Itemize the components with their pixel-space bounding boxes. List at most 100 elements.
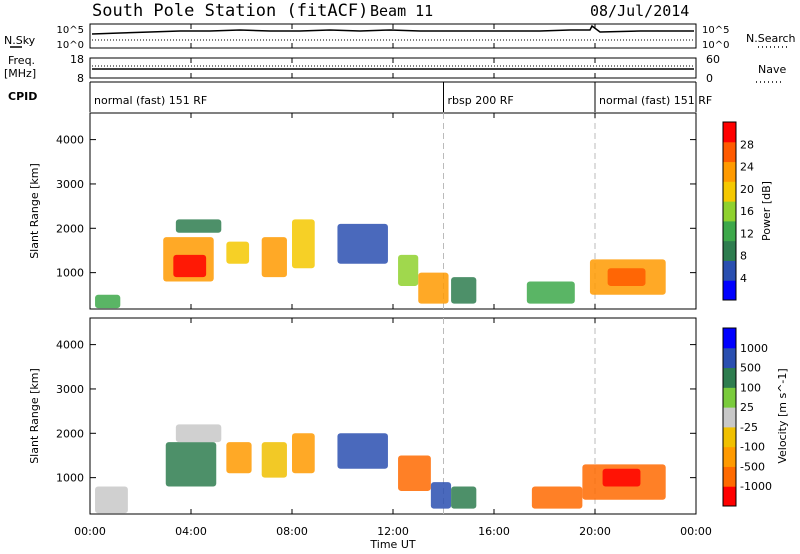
colorbar-swatch [723,426,736,448]
nave-tick-bottom: 0 [706,72,713,85]
sky-tick-bottom-right: 10^0 [702,40,729,51]
cpid-segment-label: normal (fast) 151 RF [599,94,712,107]
power-echo-patch [526,281,575,304]
colorbar-swatch [723,328,736,349]
colorbar-swatch [723,260,736,281]
time-tick-label: 12:00 [377,525,409,538]
range-tick-label: 4000 [56,134,84,147]
colorbar-swatch [723,240,736,261]
colorbar-frame [722,327,737,507]
colorbar-swatch [723,201,736,222]
time-tick-label: 00:00 [680,525,712,538]
colorbar-tick-label: -100 [740,441,765,454]
power-panel: 1000 2000 3000 4000 Slant Range [km] [28,112,697,310]
power-colorbar: 4 8 12 16 20 24 28 [722,121,754,301]
velocity-echo-patch [531,486,583,509]
nsearch-label: N.Search [746,32,796,45]
power-echo-patch [95,294,121,309]
freq-label: Freq. [8,54,35,67]
colorbar-tick-label: -1000 [740,480,772,493]
power-echo-patch [418,272,449,304]
time-tick-label: 16:00 [478,525,510,538]
velocity-echo-patch [430,482,452,509]
time-axis-label: Time UT [369,538,415,551]
cpid-segment-label: normal (fast) 151 RF [94,94,207,107]
power-echo-patch [292,219,315,269]
time-tick-label: 04:00 [175,525,207,538]
velocity-echo-patch [175,424,222,443]
freq-nave-panel: Freq. [MHz] 18 8 60 0 Nave [4,53,786,85]
colorbar-swatch [723,181,736,202]
range-tick-label: 3000 [56,178,84,191]
nave-label: Nave [758,63,786,76]
velocity-echo-patch [261,442,287,478]
colorbar-frame [722,121,737,301]
power-echo-patch [337,223,388,264]
time-tick-label: 20:00 [579,525,611,538]
colorbar-swatch [723,466,736,487]
colorbar-tick-label: 4 [740,272,747,285]
colorbar-swatch [723,387,736,408]
colorbar-tick-label: -500 [740,460,765,473]
velocity-echo-patch [398,455,431,491]
sky-tick-top-left: 10^5 [57,25,84,36]
power-echo-patch [226,241,250,264]
colorbar-swatch [723,367,736,388]
velocity-echo-patch [226,442,252,474]
power-echo-patch [173,254,207,278]
range-tick-label: 1000 [56,267,84,280]
colorbar-tick-label: 100 [740,381,761,394]
freq-tick-bottom: 8 [77,72,84,85]
colorbar-swatch [723,141,736,163]
range-tick-label: 2000 [56,222,84,235]
freq-unit: [MHz] [4,67,36,80]
time-tick-label: 00:00 [74,525,106,538]
range-tick-label: 4000 [56,339,84,352]
velocity-panel: 1000 2000 3000 4000 Slant Range [km] [28,317,697,515]
noise-panel: N.Sky 10^5 10^0 10^5 10^0 N.Search [4,23,796,51]
colorbar-tick-label: 25 [740,401,754,414]
velocity-echo-patch [451,486,477,509]
sky-tick-top-right: 10^5 [702,25,729,36]
velocity-echo-patch [602,468,641,487]
time-tick-label: 08:00 [276,525,308,538]
cpid-segment-label: rbsp 200 RF [448,94,514,107]
velocity-echo-patch [337,433,388,469]
station-title: South Pole Station (fitACF) [92,1,368,21]
power-echo-patch [607,268,646,286]
colorbar-tick-label: 28 [740,138,754,151]
colorbar-tick-label: -25 [740,421,758,434]
colorbar-swatch [723,347,736,369]
colorbar-tick-label: 500 [740,362,761,375]
beam-label: Beam 11 [370,2,433,20]
cpid-label: CPID [8,90,37,103]
colorbar-tick-label: 16 [740,205,754,218]
velocity-echo-patch [165,442,217,487]
sky-tick-bottom-left: 10^0 [57,40,84,51]
colorbar-tick-label: 8 [740,250,747,263]
range-tick-label: 2000 [56,427,84,440]
colorbar-swatch [723,161,736,182]
velocity-colorbar-label: Velocity [m s^-1] [776,368,789,463]
velocity-echo-patch [292,433,315,474]
power-colorbar-label: Power [dB] [760,181,773,241]
cpid-panel: CPID normal (fast) 151 RF rbsp 200 RF norm… [8,81,712,112]
nave-tick-top: 60 [706,53,720,66]
velocity-echo-patch [95,486,128,514]
power-echo-patch [451,277,477,304]
colorbar-tick-label: 12 [740,227,754,240]
velocity-colorbar: 1000 500 100 25 -25 -100 -500 -1000 [722,327,772,507]
power-echo-patch [398,254,419,286]
freq-tick-top: 18 [70,53,84,66]
colorbar-tick-label: 1000 [740,342,768,355]
range-tick-label: 1000 [56,472,84,485]
colorbar-tick-label: 20 [740,183,754,196]
time-axis: 00:00 04:00 08:00 12:00 16:00 20:00 00:00 [74,24,712,538]
colorbar-swatch [723,280,736,301]
colorbar-swatch [723,220,736,242]
power-ylabel: Slant Range [km] [28,163,41,259]
colorbar-swatch [723,407,736,428]
power-echo-patch [175,219,222,233]
date-label: 08/Jul/2014 [590,2,689,20]
